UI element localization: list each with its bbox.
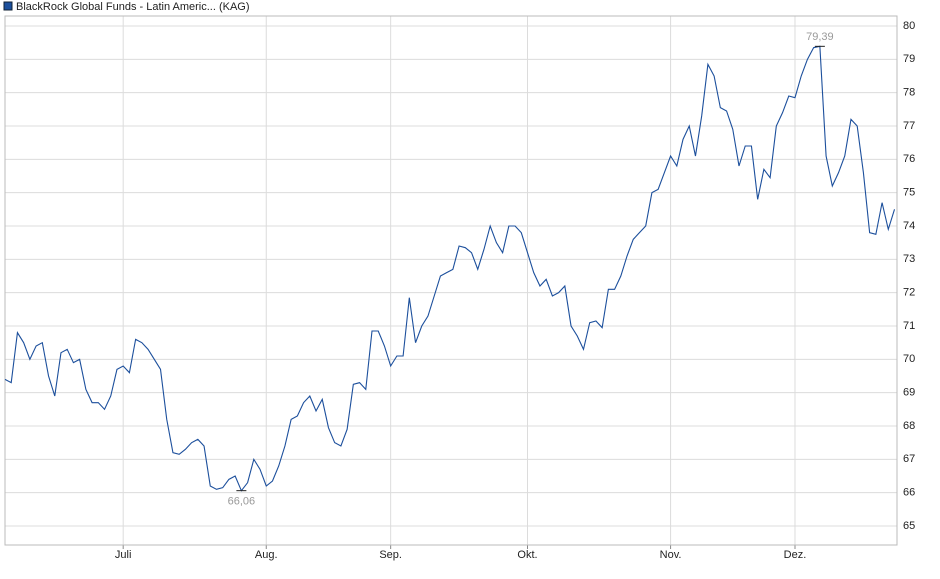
- x-tick-label: Dez.: [784, 549, 807, 561]
- y-tick-label: 78: [903, 87, 915, 99]
- x-tick-label: Aug.: [255, 549, 278, 561]
- x-tick-label: Juli: [115, 549, 132, 561]
- y-tick-label: 80: [903, 20, 915, 32]
- legend-swatch: [3, 1, 13, 11]
- y-tick-label: 76: [903, 153, 915, 165]
- y-tick-label: 70: [903, 353, 915, 365]
- y-tick-label: 71: [903, 320, 915, 332]
- y-tick-label: 67: [903, 453, 915, 465]
- x-tick-label: Sep.: [379, 549, 402, 561]
- y-tick-label: 79: [903, 53, 915, 65]
- line-series: [4, 45, 896, 492]
- y-tick-label: 74: [903, 220, 915, 232]
- y-tick-label: 68: [903, 420, 915, 432]
- value-label: 66,06: [228, 496, 256, 508]
- legend-label: BlackRock Global Funds - Latin Americ...…: [16, 1, 250, 13]
- plot-frame: [4, 15, 898, 546]
- x-tick-label: Okt.: [517, 549, 537, 561]
- y-tick-label: 66: [903, 487, 915, 499]
- x-tick-label: Nov.: [660, 549, 682, 561]
- y-tick-label: 65: [903, 520, 915, 532]
- y-tick-label: 77: [903, 120, 915, 132]
- y-tick-label: 73: [903, 253, 915, 265]
- y-tick-label: 75: [903, 187, 915, 199]
- y-tick-label: 72: [903, 287, 915, 299]
- value-label: 79,39: [806, 31, 834, 43]
- y-tick-label: 69: [903, 387, 915, 399]
